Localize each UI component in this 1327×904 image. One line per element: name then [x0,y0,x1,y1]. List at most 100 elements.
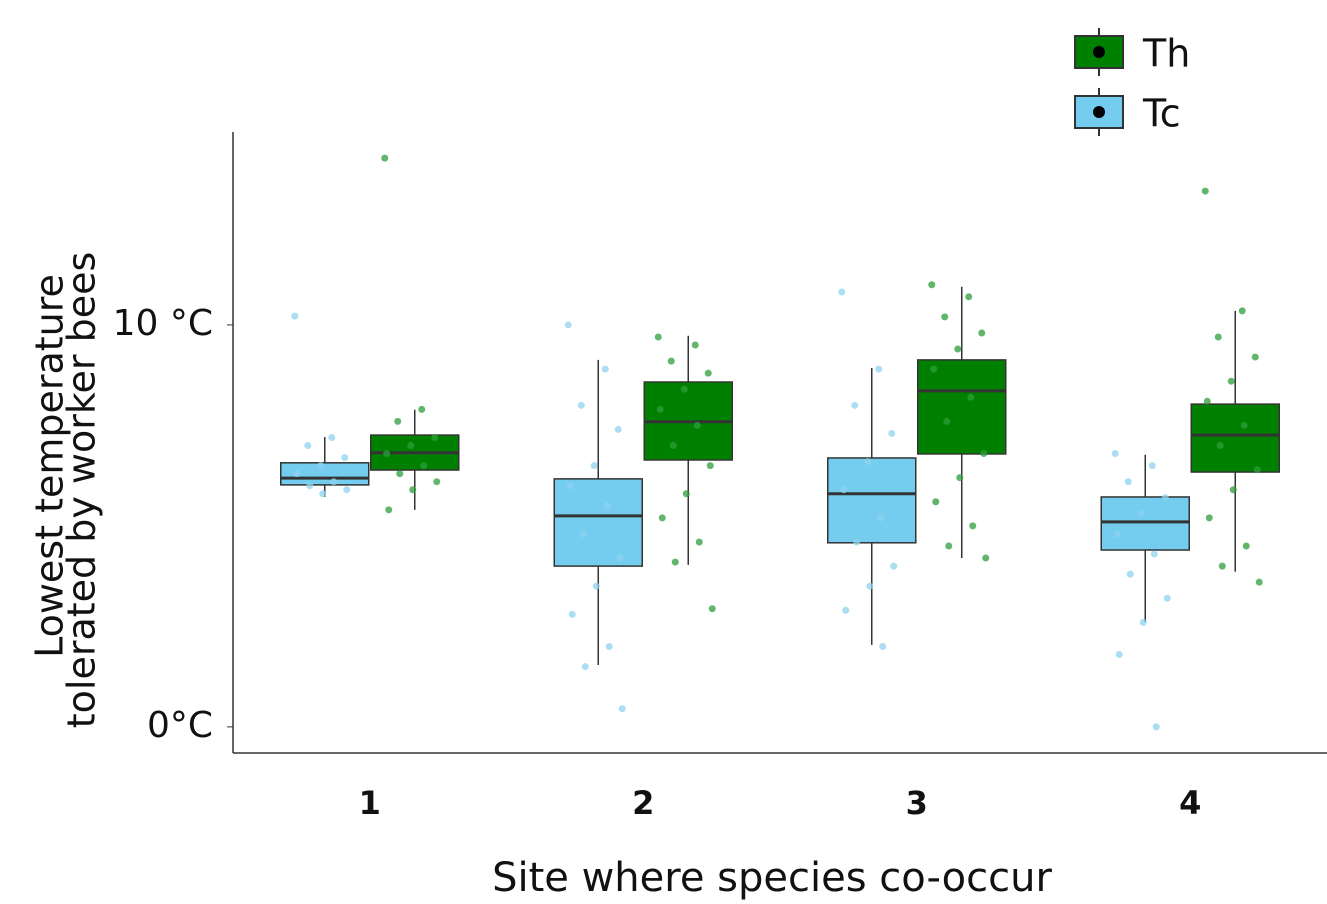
data-point [564,321,572,329]
data-point [956,474,964,482]
data-point [605,642,613,650]
data-point [680,385,688,393]
data-point [1227,377,1235,385]
data-point [1242,542,1250,550]
data-point [1150,550,1158,558]
data-point [669,442,677,450]
data-point [396,470,404,478]
data-point [1163,594,1171,602]
data-point [967,393,975,401]
data-point [293,470,301,478]
data-point [385,506,393,514]
legend-label: Tc [1142,92,1181,136]
data-point [671,558,679,566]
data-point [1205,514,1213,522]
y-tick-label: 0°C [147,705,213,746]
data-point [1201,187,1209,195]
data-point [1216,442,1224,450]
data-point [590,462,598,470]
data-point [577,401,585,409]
x-tick-label: 3 [906,784,928,822]
data-point [941,313,949,321]
y-axis-title: Lowest temperature [28,274,72,658]
data-point [691,341,699,349]
data-point [978,329,986,337]
data-point [420,462,428,470]
data-point [319,490,327,498]
data-point [1111,450,1119,458]
data-point [343,486,351,494]
data-point [433,478,441,486]
box [553,478,643,567]
data-point [965,293,973,301]
data-point [866,582,874,590]
data-point [667,357,675,365]
data-point [704,369,712,377]
data-point [1115,651,1123,659]
data-point [568,610,576,618]
x-tick-label: 4 [1179,784,1201,822]
data-point [592,582,600,590]
data-point [1148,462,1156,470]
data-point [695,538,703,546]
data-point [431,433,439,441]
data-point [341,454,349,462]
data-point [982,554,990,562]
data-point [1137,510,1145,518]
data-point [1124,478,1132,486]
data-point [840,486,848,494]
data-point [618,705,626,713]
data-point [853,538,861,546]
data-point [1152,723,1160,731]
data-point [877,514,885,522]
x-axis-title: Site where species co-occur [492,855,1052,901]
data-point [1253,466,1261,474]
data-point [928,281,936,289]
data-point [1255,578,1263,586]
data-point [706,462,714,470]
data-point [407,442,415,450]
data-point [945,542,953,550]
data-point [291,312,299,320]
data-point [875,365,883,373]
legend-label: Th [1142,32,1190,76]
data-point [1218,562,1226,570]
data-point [888,429,896,437]
data-point [1113,530,1121,538]
data-point [1240,421,1248,429]
x-tick-label: 1 [359,784,381,822]
data-point [409,486,417,494]
data-point [654,333,662,341]
data-point [1238,307,1246,315]
x-tick-label: 2 [632,784,654,822]
data-point [932,498,940,506]
data-point [954,345,962,353]
data-point [601,365,609,373]
data-point [1214,333,1222,341]
y-axis-title: tolerated by worker bees [60,252,104,729]
data-point [864,458,872,466]
legend-dot [1093,106,1105,118]
data-point [330,478,338,486]
data-point [658,514,666,522]
data-point [890,562,898,570]
data-point [842,606,850,614]
data-point [1203,397,1211,405]
data-point [656,405,664,413]
data-point [581,663,589,671]
data-point [418,405,426,413]
data-point [1126,570,1134,578]
data-point [969,522,977,530]
data-point [930,365,938,373]
data-point [682,490,690,498]
data-point [603,502,611,510]
data-point [1251,353,1259,361]
data-point [838,288,846,296]
box [917,359,1007,455]
data-point [1139,618,1147,626]
data-point [708,605,716,613]
box [827,457,917,544]
data-point [614,425,622,433]
data-point [579,530,587,538]
